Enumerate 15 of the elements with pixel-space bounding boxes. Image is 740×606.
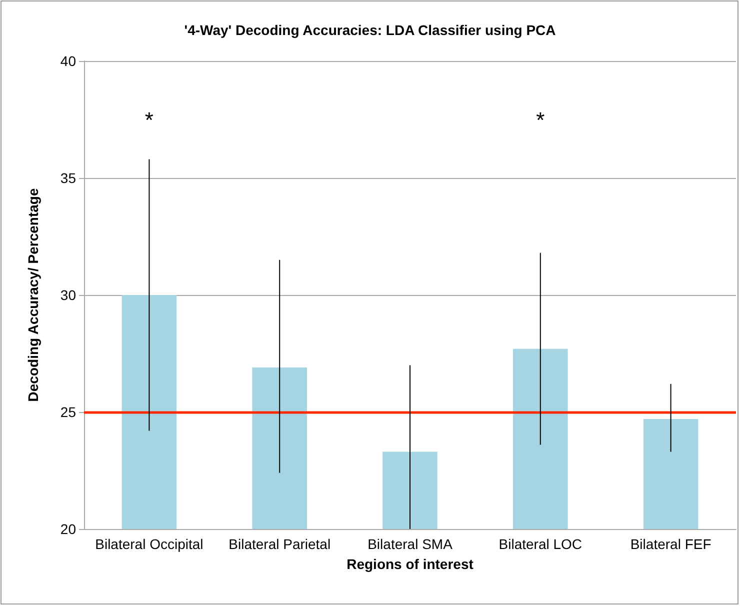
y-tick-label: 25: [60, 404, 76, 420]
y-axis-title: Decoding Accuracy/ Percentage: [25, 188, 41, 402]
annotation: *: [536, 108, 546, 132]
x-tick-label: Bilateral LOC: [498, 536, 582, 552]
y-tick-label: 20: [60, 521, 76, 537]
y-tick-label: 30: [60, 287, 76, 303]
x-tick-label: Bilateral SMA: [368, 536, 454, 552]
x-tick-label: Bilateral FEF: [630, 536, 712, 552]
x-tick-label: Bilateral Occipital: [95, 536, 204, 552]
y-tick-label: 35: [60, 170, 76, 186]
x-tick-label: Bilateral Parietal: [228, 536, 331, 552]
annotation: *: [144, 108, 154, 132]
x-axis-title: Regions of interest: [346, 556, 474, 572]
chart-title: '4-Way' Decoding Accuracies: LDA Classifier using PCA: [184, 22, 556, 38]
y-tick-label: 40: [60, 53, 76, 69]
